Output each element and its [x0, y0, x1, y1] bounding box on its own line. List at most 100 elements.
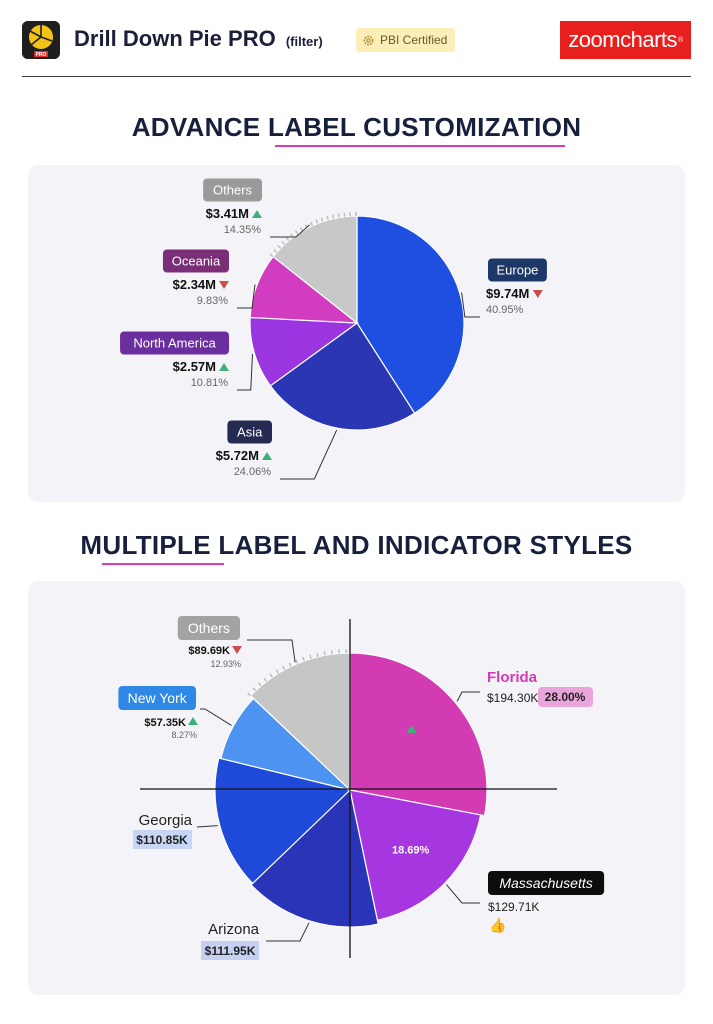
others-sawtooth-tick — [252, 687, 257, 692]
others-sawtooth-tick — [323, 651, 326, 656]
section-title-1-text: ADVANCE LABEL CUSTOMIZATION — [131, 112, 582, 142]
label-europe: Europe — [496, 263, 538, 278]
others-sawtooth-tick — [337, 213, 340, 218]
value-florida: $194.30K — [487, 691, 538, 705]
gear-icon — [363, 35, 374, 45]
others-sawtooth-tick — [320, 217, 324, 222]
label-asia: Asia — [237, 425, 263, 440]
header: PRO Drill Down Pie PRO (filter) PBI Cert… — [0, 0, 713, 78]
slice-arizona — [250, 788, 379, 928]
others-sawtooth-tick — [288, 662, 292, 667]
value-north-america: $2.57M — [173, 359, 216, 374]
label-others: Others — [213, 183, 253, 198]
percent-florida-bg — [538, 687, 593, 707]
label-north-america: North America — [133, 336, 216, 351]
label-arizona: Arizona — [208, 921, 260, 938]
percent-new-york: 8.27% — [171, 730, 197, 740]
section-title-1-underline — [275, 145, 565, 147]
label-others-bg — [203, 178, 262, 202]
slice-florida — [349, 652, 488, 817]
up-arrow-icon — [406, 725, 417, 734]
others-sawtooth-tick — [269, 673, 273, 678]
percent-north-america: 10.81% — [191, 377, 229, 389]
label-oceania-bg — [162, 249, 229, 273]
up-arrow-icon — [262, 452, 272, 460]
registered-mark: ® — [678, 36, 683, 44]
others-sawtooth — [247, 649, 348, 697]
percent-massachusetts: 18.69% — [392, 845, 430, 857]
others-sawtooth-tick — [294, 230, 299, 235]
others-sawtooth-tick — [257, 682, 262, 687]
percent-europe: 40.95% — [486, 304, 524, 316]
others-sawtooth-tick — [269, 253, 274, 258]
leader-oceania — [237, 284, 256, 309]
label-new-york-bg — [118, 686, 196, 710]
others-sawtooth-tick — [247, 692, 252, 697]
value-asia: $5.72M — [216, 448, 259, 463]
slice-north-america — [249, 316, 359, 387]
leader-massachusetts — [445, 884, 480, 904]
others-sawtooth-tick — [330, 650, 333, 655]
leader-others — [270, 224, 310, 238]
value-new-york: $57.35K — [144, 717, 186, 729]
label-new-york: New York — [128, 690, 188, 706]
up-arrow-icon — [219, 363, 229, 371]
others-sawtooth-tick — [302, 656, 305, 662]
slice-others — [249, 652, 351, 792]
down-arrow-icon — [232, 646, 242, 654]
others-sawtooth-tick — [281, 240, 286, 245]
percent-others: 14.35% — [224, 224, 262, 236]
leader-florida — [456, 691, 480, 702]
up-arrow-icon — [188, 717, 198, 725]
leader-arizona — [266, 922, 310, 942]
label-massachusetts-bg — [488, 871, 605, 895]
others-sawtooth-tick — [310, 221, 314, 227]
section-title-2-text: MULTIPLE LABEL AND INDICATOR STYLES — [80, 530, 633, 560]
leader-others — [247, 639, 296, 663]
svg-text:PRO: PRO — [36, 52, 47, 58]
others-sawtooth-tick — [275, 669, 279, 674]
slice-others — [272, 215, 358, 325]
zoomcharts-logo: zoomcharts ® — [560, 21, 691, 59]
percent-florida: 28.00% — [545, 690, 586, 704]
leader-europe — [461, 292, 480, 318]
brand-name: zoomcharts — [568, 27, 678, 52]
label-north-america-bg — [120, 331, 229, 355]
section-title-2-underline — [102, 563, 224, 565]
header-divider — [22, 76, 691, 77]
down-arrow-icon — [219, 281, 229, 289]
others-sawtooth-tick — [295, 659, 299, 664]
others-sawtooth-tick — [299, 227, 304, 232]
up-arrow-icon — [252, 210, 262, 218]
leader-asia — [280, 429, 338, 480]
percent-oceania: 9.83% — [197, 295, 228, 307]
value-arizona-bg — [201, 941, 259, 960]
label-europe-bg — [488, 258, 547, 282]
certified-label: PBI Certified — [380, 33, 448, 47]
others-sawtooth — [269, 211, 357, 258]
section-title-1: ADVANCE LABEL CUSTOMIZATION — [0, 112, 713, 147]
certified-badge: PBI Certified — [356, 28, 456, 52]
others-sawtooth-tick — [285, 237, 290, 242]
others-sawtooth-tick — [316, 652, 319, 657]
label-florida: Florida — [487, 669, 538, 686]
value-massachusetts: $129.71K — [488, 900, 539, 914]
label-others: Others — [188, 620, 230, 636]
label-oceania: Oceania — [172, 254, 221, 269]
leader-georgia — [196, 825, 218, 828]
percent-others: 12.93% — [210, 659, 241, 669]
others-sawtooth-tick — [263, 677, 268, 682]
value-georgia-bg — [133, 830, 192, 849]
value-georgia: $110.85K — [136, 833, 188, 847]
slice-asia — [269, 322, 416, 431]
title-suffix: (filter) — [285, 34, 323, 49]
others-sawtooth-tick — [277, 244, 282, 249]
section-title-2: MULTIPLE LABEL AND INDICATOR STYLES — [0, 530, 713, 565]
others-sawtooth-tick — [273, 249, 278, 253]
value-others: $3.41M — [206, 206, 249, 221]
label-georgia: Georgia — [139, 812, 193, 829]
others-sawtooth-tick — [309, 654, 312, 659]
value-others: $89.69K — [188, 645, 230, 657]
pie-app-icon: PRO — [22, 21, 60, 59]
app-title: Drill Down Pie PRO (filter) — [74, 26, 323, 52]
